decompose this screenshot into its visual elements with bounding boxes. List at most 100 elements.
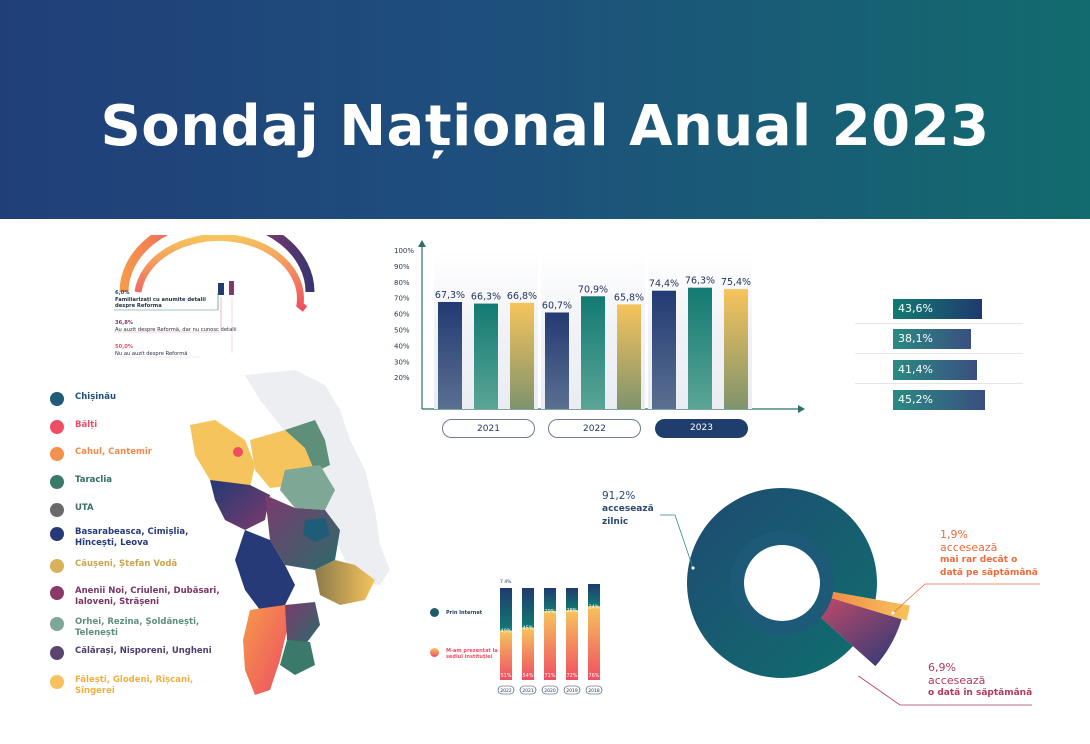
- year-pill-2019: [563, 685, 581, 695]
- legend-item: Cahul, Cantemir: [50, 447, 225, 461]
- donut-hole: [744, 545, 820, 621]
- bar-2023-1: [688, 287, 712, 409]
- stacked-year-label: 2021: [522, 688, 534, 694]
- bar-value-label: 65,8%: [614, 292, 644, 303]
- stacked-legend-office: M-am prezentat la sediul instituției: [430, 648, 501, 660]
- legend-dot: [50, 586, 64, 600]
- map-center: [265, 495, 340, 570]
- stacked-year-label: 2019: [566, 688, 578, 694]
- hbar-row: 41,4%: [893, 360, 978, 380]
- legend-dot: [50, 447, 64, 461]
- legend-dot: [430, 608, 439, 617]
- y-tick-label: 30%: [394, 358, 410, 366]
- y-tick-label: 60%: [394, 311, 410, 319]
- year-pill-2022[interactable]: 2022: [548, 419, 641, 438]
- hbar-separator: [855, 323, 1023, 324]
- stacked-label-internet: 29%: [544, 609, 555, 615]
- stacked-year-label: 2018: [588, 688, 600, 694]
- bar-value-label: 60,7%: [542, 300, 572, 311]
- legend-item: Basarabeasca, Cimișlia, Hîncești, Leova: [50, 527, 225, 549]
- stacked-label-office: 71%: [544, 673, 555, 679]
- legend-item: Taraclia: [50, 475, 225, 489]
- y-tick-label: 80%: [394, 279, 410, 287]
- stacked-bar-office-2018: [588, 606, 600, 680]
- map-ungheni: [210, 480, 270, 530]
- bar-value-label: 74,4%: [649, 279, 679, 290]
- legend-label: UTA: [75, 503, 94, 513]
- bar-value-label: 66,3%: [471, 292, 501, 303]
- leader-dot: [855, 673, 859, 677]
- gauge-label-2: 36,8% Au auzit despre Reformă, dar nu cu…: [115, 320, 237, 333]
- grouped-bar-chart: 20% 30% 40% 50% 60% 70% 80% 90% 100% 67,3% 66,3% 66…: [394, 240, 805, 413]
- stacked-bar-internet-2019: [566, 588, 578, 611]
- y-tick-label: 90%: [394, 263, 410, 271]
- gauge-chart: [114, 235, 315, 358]
- year-pill-2023[interactable]: 2023: [655, 419, 748, 438]
- map-north: [190, 420, 255, 495]
- bar-2021-2: [510, 302, 534, 409]
- legend-label: Anenii Noi, Criuleni, Dubăsari, Ialoveni…: [75, 586, 220, 607]
- legend-label: Taraclia: [75, 475, 112, 485]
- year-pill-2018: [585, 685, 603, 695]
- leader-weekly: [856, 674, 1032, 706]
- page-title: Sondaj Național Anual 2023: [100, 94, 990, 159]
- map-south-cahul: [243, 605, 287, 695]
- stacked-label-internet: 45%: [522, 626, 533, 632]
- gauge-inner-arc: [134, 235, 308, 312]
- legend-item: Chișinău: [50, 392, 225, 406]
- legend-dot: [50, 675, 64, 689]
- legend-item: Bălți: [50, 420, 225, 434]
- header-banner: Sondaj Național Anual 2023: [0, 0, 1090, 219]
- stacked-top-label: 7 4%: [500, 579, 512, 585]
- stacked-year-label: 2020: [544, 688, 556, 694]
- y-tick-label: 70%: [394, 295, 410, 303]
- gauge-marker-2: [229, 281, 234, 295]
- donut-label-weekly: 6,9% accesează o dată în săptămână: [928, 661, 1033, 698]
- year-pill-2021: [519, 685, 537, 695]
- stacked-label-internet: 28%: [566, 608, 577, 614]
- bar-2021-0: [438, 301, 462, 409]
- map-taraclia: [280, 640, 315, 675]
- legend-dot: [430, 648, 439, 657]
- stacked-bar-chart: 7 4% 49% 51% 2022 45% 54% 2021 29% 71% 2020 28% 72%…: [497, 579, 603, 695]
- donut-label-daily: 91,2% accesează zilnic: [602, 490, 654, 527]
- bar-value-label: 66,8%: [507, 291, 537, 302]
- year-pill-2020: [541, 685, 559, 695]
- legend-dot: [50, 559, 64, 573]
- legend-dot: [50, 617, 64, 631]
- stacked-label-office: 72%: [566, 673, 577, 679]
- stacked-bar-office-2022: [500, 630, 512, 680]
- bar-2021-1: [474, 303, 498, 409]
- bar-value-label: 67,3%: [435, 290, 465, 301]
- year-pill-2021[interactable]: 2021: [442, 419, 535, 438]
- hbar: 45,2%: [893, 390, 985, 410]
- bar-2023-2: [724, 289, 748, 409]
- moldova-map: [190, 370, 390, 695]
- legend-label: Fălești, Glodeni, Rîșcani, Sîngerei: [75, 675, 194, 696]
- hbar: 41,4%: [893, 360, 978, 380]
- map-orhei: [280, 465, 335, 510]
- stacked-bar-internet-2018: [588, 584, 600, 607]
- y-tick-label: 50%: [394, 327, 410, 335]
- gauge-outer-arc: [119, 235, 315, 293]
- stacked-bar-office-2019: [566, 610, 578, 680]
- hbar: 38,1%: [893, 329, 971, 349]
- year-pill-2022: [497, 685, 515, 695]
- legend-item: Călărași, Nisporeni, Ungheni: [50, 646, 225, 660]
- hbar-row: 38,1%: [893, 329, 971, 349]
- stacked-bar-internet-2022: [500, 588, 512, 631]
- gauge-label-3: 50,0% Nu au auzit despre Reformă: [115, 344, 188, 357]
- legend-item: Orhei, Rezina, Șoldănești, Telenești: [50, 617, 225, 639]
- legend-label: Orhei, Rezina, Șoldănești, Telenești: [75, 617, 200, 638]
- legend-item: Căușeni, Ștefan Vodă: [50, 559, 225, 573]
- stacked-year-label: 2022: [500, 688, 512, 694]
- stacked-bar-internet-2020: [544, 588, 556, 612]
- bar-2022-0: [545, 312, 569, 409]
- legend-dot: [50, 646, 64, 660]
- legend-label: Călărași, Nisporeni, Ungheni: [75, 646, 212, 656]
- stacked-label-office: 54%: [522, 673, 533, 679]
- legend-dot: [50, 503, 64, 517]
- stacked-legend-internet: Prin Internet: [430, 608, 482, 617]
- legend-item: Anenii Noi, Criuleni, Dubăsari, Ialoveni…: [50, 586, 225, 608]
- legend-label: Chișinău: [75, 392, 117, 402]
